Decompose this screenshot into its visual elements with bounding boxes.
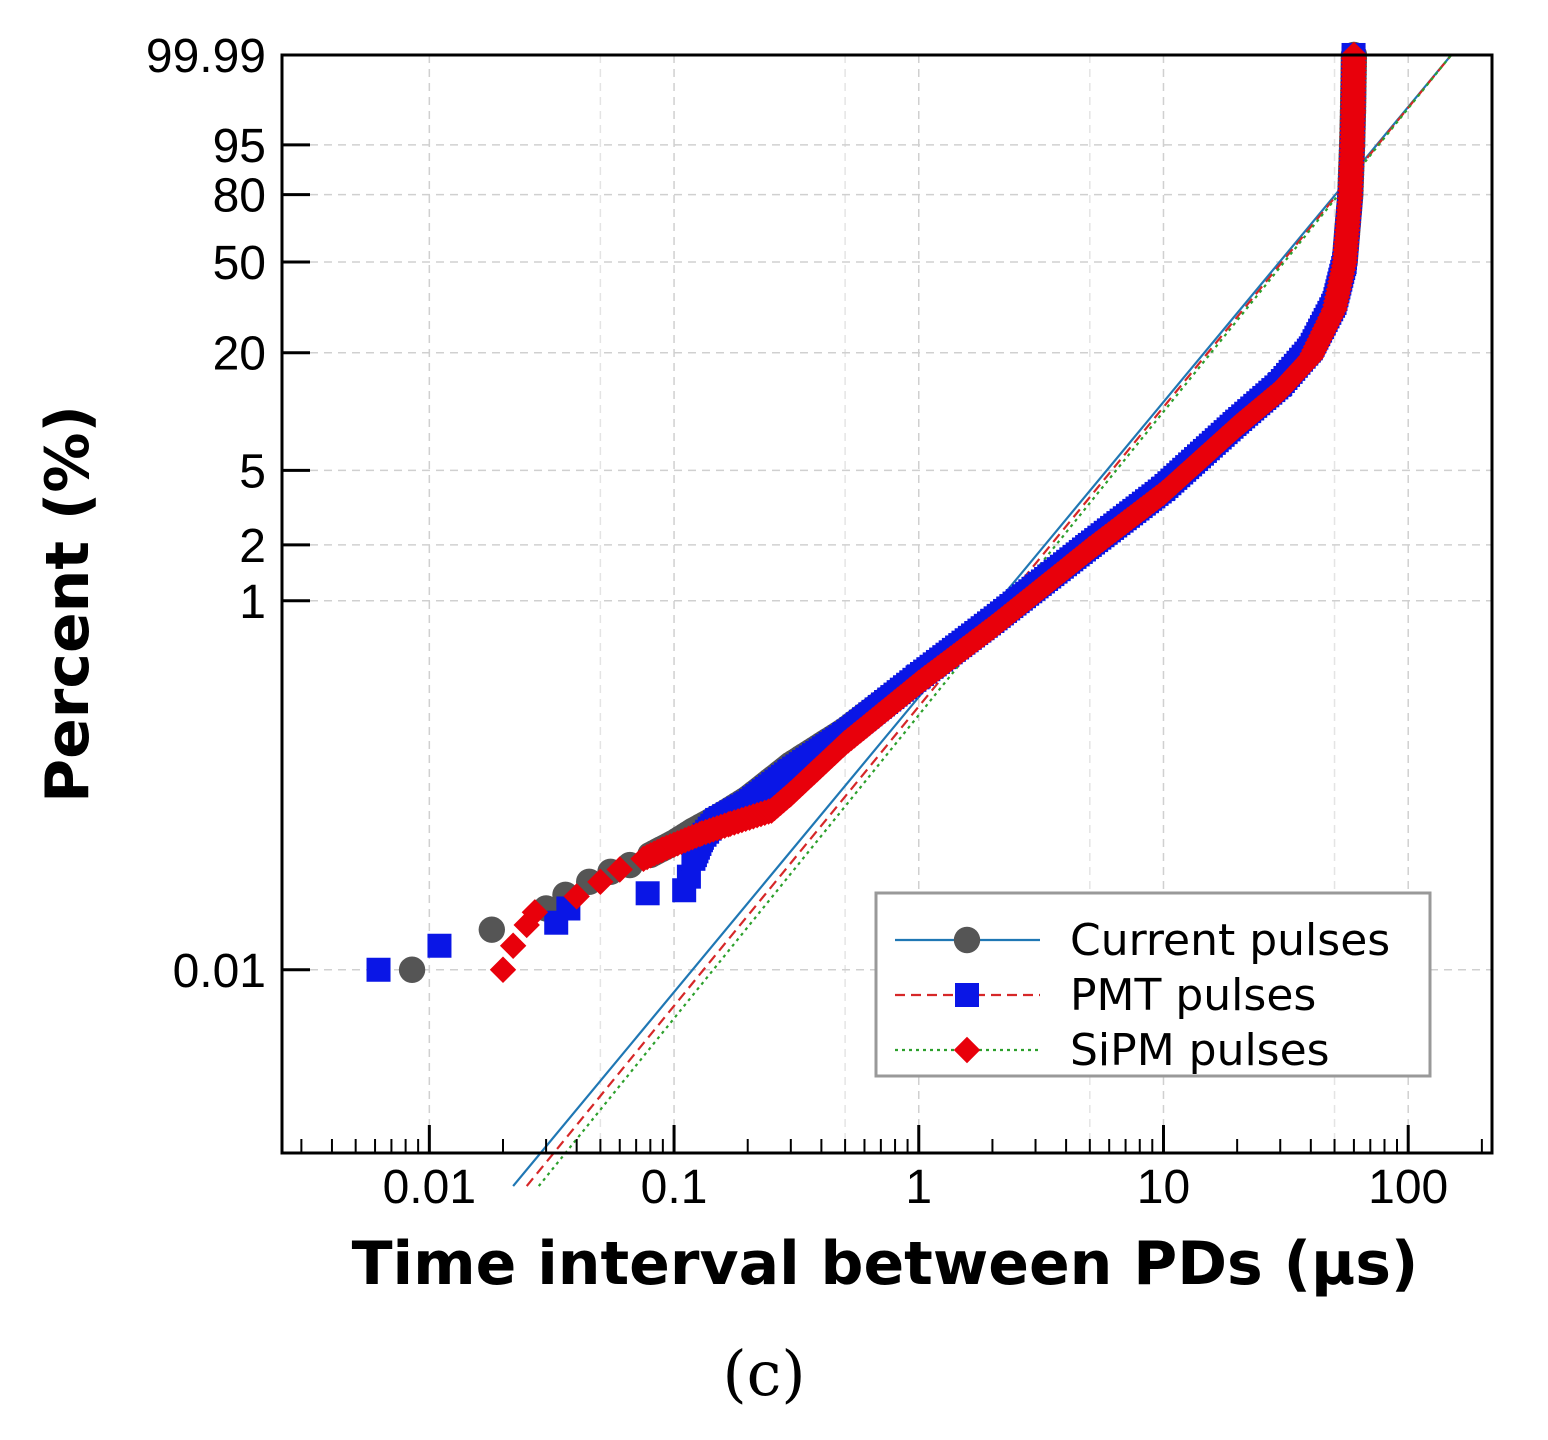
y-tick-label: 50 xyxy=(213,237,266,290)
data-point xyxy=(521,899,549,926)
legend-marker xyxy=(953,1036,981,1064)
x-tick-label: 10 xyxy=(1137,1161,1190,1214)
y-tick-label: 5 xyxy=(239,445,266,498)
series-square xyxy=(366,42,1366,982)
y-tick-label: 2 xyxy=(239,520,266,573)
y-axis-title: Percent (%) xyxy=(33,405,103,803)
data-point xyxy=(606,856,633,883)
data-point xyxy=(427,933,452,958)
data-point xyxy=(587,868,614,896)
data-point xyxy=(478,916,506,943)
legend-marker xyxy=(953,926,981,954)
data-points xyxy=(366,41,1368,983)
fit-line xyxy=(525,54,1453,1187)
data-point xyxy=(635,881,660,906)
data-point xyxy=(499,932,527,959)
data-point xyxy=(398,956,426,983)
y-tick-label: 1 xyxy=(239,576,266,629)
y-tick-label: 0.01 xyxy=(173,945,266,998)
y-tick-label: 20 xyxy=(213,328,266,381)
x-tick-label: 0.1 xyxy=(641,1161,708,1214)
y-tick-label: 99.99 xyxy=(146,30,266,83)
x-tick-label: 1 xyxy=(905,1161,932,1214)
y-tick-label: 95 xyxy=(213,120,266,173)
data-point xyxy=(366,957,391,982)
legend-label: Current pulses xyxy=(1070,915,1390,966)
plot-frame xyxy=(280,53,1494,1155)
panel-label: (c) xyxy=(722,1337,805,1410)
series-circle xyxy=(398,41,1368,983)
fit-line xyxy=(537,54,1453,1187)
data-point xyxy=(489,956,517,983)
legend-label: PMT pulses xyxy=(1070,970,1316,1021)
x-tick-label: 100 xyxy=(1368,1161,1448,1214)
x-tick-label: 0.01 xyxy=(383,1161,476,1214)
legend-marker xyxy=(955,983,979,1007)
legend-label: SiPM pulses xyxy=(1070,1025,1330,1076)
data-point xyxy=(563,883,590,910)
x-axis-title: Time interval between PDs (µs) xyxy=(352,1229,1419,1299)
series-diamond xyxy=(489,41,1368,983)
y-tick-label: 80 xyxy=(213,170,266,223)
